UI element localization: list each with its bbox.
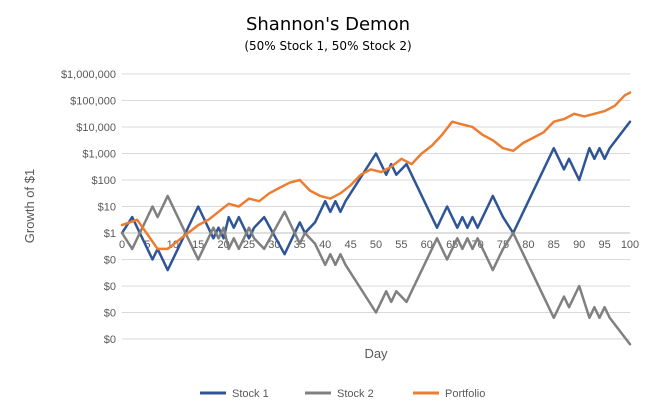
x-tick-label: 95 — [598, 239, 610, 251]
x-tick-label: 90 — [573, 239, 585, 251]
chart-title: Shannon's Demon — [246, 14, 410, 35]
y-tick-label: $10 — [98, 202, 116, 214]
y-tick-label: $1,000 — [82, 149, 116, 161]
x-tick-label: 50 — [370, 239, 382, 251]
y-tick-label: $10,000 — [76, 122, 116, 134]
series-layer — [120, 91, 632, 346]
x-tick-label: 60 — [421, 239, 433, 251]
series-line-stock-2 — [120, 194, 632, 346]
x-tick-label: 45 — [344, 239, 356, 251]
x-tick-label: 15 — [192, 239, 204, 251]
y-tick-label: $0 — [104, 308, 116, 320]
x-tick-label: 85 — [548, 239, 560, 251]
y-tick-label: $0 — [104, 334, 116, 346]
series-line-portfolio — [120, 91, 632, 251]
legend-label: Stock 2 — [337, 388, 374, 400]
x-tick-label: 40 — [319, 239, 331, 251]
x-tick-label: 0 — [119, 239, 125, 251]
x-tick-label: 80 — [522, 239, 534, 251]
x-tick-label: 5 — [144, 239, 150, 251]
y-tick-label: $0 — [104, 255, 116, 267]
y-tick-label: $100 — [92, 175, 116, 187]
y-tick-label: $1 — [104, 228, 116, 240]
legend: Stock 1 Stock 2 Portfolio — [200, 388, 485, 400]
chart-subtitle: (50% Stock 1, 50% Stock 2) — [244, 39, 411, 53]
legend-label: Portfolio — [445, 388, 485, 400]
y-tick-label: $0 — [104, 281, 116, 293]
x-axis-ticks: 0 5 10 15 20 25 30 35 40 45 50 55 60 65 70 75 80 85 90 95 10… — [119, 239, 639, 251]
x-tick-label: 25 — [243, 239, 255, 251]
x-tick-label: 55 — [395, 239, 407, 251]
x-tick-label: 35 — [294, 239, 306, 251]
y-axis-ticks: $1,000,000 $100,000 $10,000 $1,000 $100 $10 $1… — [61, 69, 116, 346]
y-tick-label: $1,000,000 — [61, 69, 116, 81]
x-axis-title: Day — [364, 346, 388, 361]
y-axis-title: Growth of $1 — [22, 169, 37, 243]
y-tick-label: $100,000 — [70, 96, 116, 108]
x-tick-label: 100 — [621, 239, 639, 251]
legend-label: Stock 1 — [232, 388, 269, 400]
